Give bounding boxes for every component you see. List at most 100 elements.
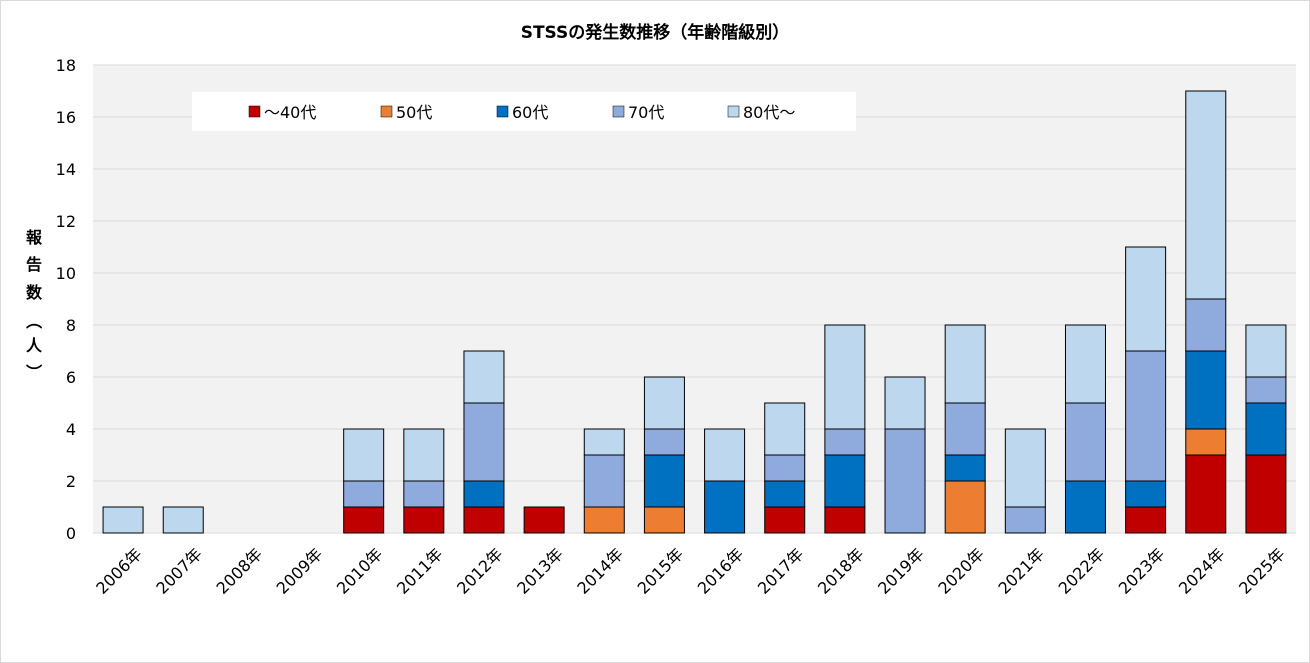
bar-segment [824, 324, 866, 430]
bar-segment [583, 428, 625, 456]
bar-segment [1004, 506, 1046, 534]
bar-segment [944, 324, 986, 404]
x-tick-label: 2011年 [393, 544, 447, 598]
y-tick-label: 18 [56, 56, 76, 75]
bar-segment [1004, 428, 1046, 508]
bar-segment [764, 402, 806, 456]
bar-segment [463, 350, 505, 404]
bar-segment [824, 506, 866, 534]
legend-label: 80代～ [743, 103, 795, 122]
y-axis-label-char: ） [24, 364, 43, 380]
bar-segment [1064, 324, 1106, 404]
bar-segment [463, 402, 505, 482]
bar-segment [704, 480, 746, 534]
bar-segment [102, 506, 144, 534]
x-tick-label: 2018年 [814, 544, 868, 598]
bar-segment [884, 428, 926, 534]
x-tick-label: 2023年 [1115, 544, 1169, 598]
x-tick-label: 2024年 [1175, 544, 1229, 598]
bar-segment [1185, 90, 1227, 300]
bar-segment [463, 480, 505, 508]
legend-swatch [612, 105, 625, 118]
y-axis-label-char: 数 [26, 283, 43, 302]
legend-label: ～40代 [264, 103, 316, 122]
bar-segment [1185, 454, 1227, 534]
bar-segment [343, 480, 385, 508]
y-tick-label: 2 [66, 472, 76, 491]
x-tick-label: 2007年 [152, 544, 206, 598]
y-axis-label-char: 告 [26, 255, 42, 274]
bar-segment [643, 376, 685, 430]
bar-segment [1245, 454, 1287, 534]
y-tick-label: 12 [56, 212, 76, 231]
x-tick-label: 2006年 [92, 544, 146, 598]
x-tick-label: 2019年 [874, 544, 928, 598]
legend-swatch [380, 105, 393, 118]
bar-segment [583, 506, 625, 534]
bar-segment [643, 454, 685, 508]
y-axis-label-char: 報 [26, 228, 43, 247]
bar-segment [884, 376, 926, 430]
y-tick-label: 16 [56, 108, 76, 127]
bar-segment [824, 454, 866, 508]
bar-segment [403, 428, 445, 482]
x-tick-label: 2008年 [213, 544, 267, 598]
x-tick-label: 2015年 [634, 544, 688, 598]
bar-segment [944, 480, 986, 534]
y-tick-label: 4 [66, 420, 76, 439]
bar-segment [1185, 298, 1227, 352]
legend-swatch [496, 105, 509, 118]
bar-segment [1125, 480, 1167, 508]
bar-segment [704, 428, 746, 482]
plot-area [93, 65, 1296, 533]
bar-segment [1125, 246, 1167, 352]
bar-segment [643, 428, 685, 456]
y-tick-label: 10 [56, 264, 76, 283]
bar-segment [343, 428, 385, 482]
y-tick-label: 14 [56, 160, 76, 179]
y-tick-label: 8 [66, 316, 76, 335]
x-tick-label: 2017年 [754, 544, 808, 598]
bar-segment [523, 506, 565, 534]
legend-swatch [727, 105, 740, 118]
bar-segment [1185, 428, 1227, 456]
bar-segment [1064, 480, 1106, 534]
bar-segment [343, 506, 385, 534]
x-tick-label: 2021年 [995, 544, 1049, 598]
bar-segment [162, 506, 204, 534]
bar-segment [824, 428, 866, 456]
y-tick-label: 0 [66, 524, 76, 543]
x-tick-label: 2009年 [273, 544, 327, 598]
bar-segment [1125, 350, 1167, 482]
legend-swatch [248, 105, 261, 118]
x-tick-label: 2025年 [1235, 544, 1289, 598]
bar-segment [583, 454, 625, 508]
x-tick-label: 2014年 [573, 544, 627, 598]
bar-segment [1245, 324, 1287, 378]
legend-label: 70代 [628, 103, 664, 122]
x-tick-label: 2016年 [694, 544, 748, 598]
y-axis-label-char: 人 [26, 336, 43, 355]
y-axis-label-char: （ [24, 313, 43, 329]
chart-title: STSSの発生数推移（年齢階級別） [520, 23, 790, 43]
bar-segment [944, 454, 986, 482]
bar-segment [764, 454, 806, 482]
bar-segment [403, 480, 445, 508]
bar-segment [764, 480, 806, 508]
bar-segment [1125, 506, 1167, 534]
bar-segment [1245, 376, 1287, 404]
bar-segment [643, 506, 685, 534]
x-tick-label: 2022年 [1055, 544, 1109, 598]
bar-segment [1064, 402, 1106, 482]
bar-segment [764, 506, 806, 534]
legend [192, 92, 856, 131]
bar-segment [1245, 402, 1287, 456]
y-tick-label: 6 [66, 368, 76, 387]
x-tick-label: 2010年 [333, 544, 387, 598]
bar-segment [403, 506, 445, 534]
x-tick-label: 2020年 [934, 544, 988, 598]
bar-segment [1185, 350, 1227, 430]
x-tick-label: 2013年 [513, 544, 567, 598]
legend-label: 60代 [512, 103, 548, 122]
